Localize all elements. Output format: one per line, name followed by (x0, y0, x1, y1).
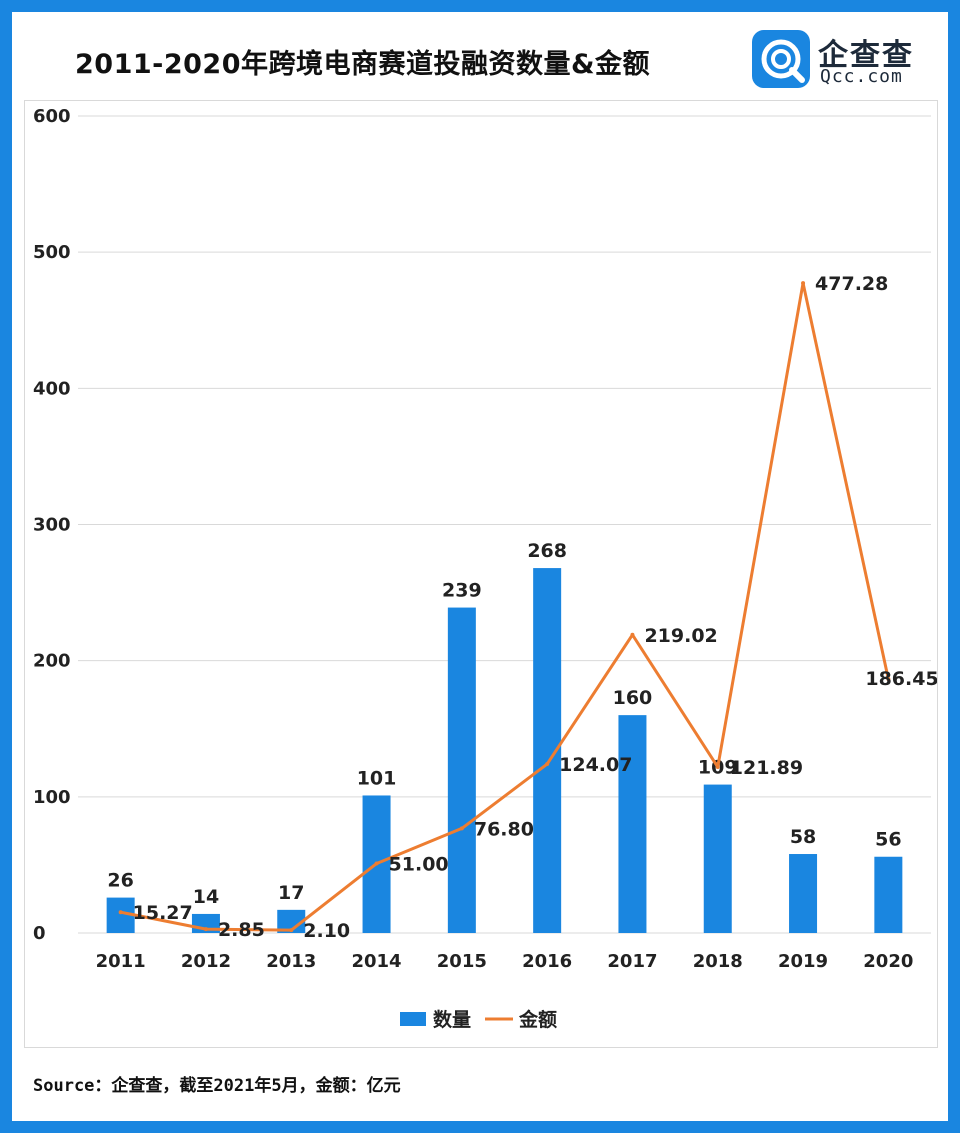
x-tick-label: 2018 (693, 951, 743, 972)
amount-value-label: 15.27 (133, 902, 193, 924)
amount-point-2015 (459, 826, 464, 831)
amount-value-label: 2.10 (303, 920, 350, 942)
bar-2018 (703, 784, 732, 933)
amount-value-label: 124.07 (559, 754, 632, 776)
bar-2019 (789, 854, 818, 933)
bar-2015 (447, 607, 476, 933)
amount-point-2018 (715, 765, 720, 770)
chart-area: 0 100 200 300 400 500 600 26 14 17 101 239 268 160 109… (24, 100, 938, 1048)
source-note: Source：企查查，截至2021年5月，金额：亿元 (33, 1076, 401, 1096)
brand-logo: 企查查 Qcc.com (752, 28, 932, 92)
chart-frame (12, 12, 948, 1121)
amount-point-2013 (289, 928, 294, 933)
amount-value-label: 477.28 (815, 273, 888, 295)
amount-value-label: 219.02 (644, 625, 717, 647)
amount-point-2019 (801, 281, 806, 286)
bar-value-label: 17 (278, 882, 304, 904)
y-tick-label: 600 (33, 106, 71, 127)
amount-line (120, 281, 890, 932)
y-tick-label: 300 (33, 515, 71, 536)
bar-value-label: 239 (442, 580, 482, 602)
legend-label-count: 数量 (433, 1008, 471, 1031)
x-tick-label: 2011 (96, 951, 146, 972)
bar-2013 (277, 909, 306, 933)
legend-label-amount: 金额 (518, 1008, 557, 1031)
amount-point-2011 (118, 910, 123, 915)
bar-value-label: 101 (357, 767, 397, 789)
x-tick-label: 2016 (522, 951, 572, 972)
x-tick-label: 2017 (607, 951, 657, 972)
y-tick-label: 400 (33, 378, 71, 399)
chart-title: 2011-2020年跨境电商赛道投融资数量&金额 (75, 49, 651, 80)
bar-2020 (874, 856, 903, 933)
bar-value-label: 160 (613, 687, 653, 709)
bar-value-label: 26 (107, 870, 133, 892)
x-tick-label: 2020 (863, 951, 913, 972)
legend-bar-swatch (400, 1012, 426, 1026)
x-tick-label: 2014 (351, 951, 401, 972)
amount-value-label: 186.45 (865, 668, 937, 690)
qcc-logo-icon (752, 30, 810, 88)
y-tick-label: 500 (33, 242, 71, 263)
x-tick-label: 2015 (437, 951, 487, 972)
amount-value-label: 2.85 (218, 919, 265, 941)
logo-url: Qcc.com (820, 66, 903, 87)
bar-value-label: 268 (527, 540, 567, 562)
x-tick-label: 2019 (778, 951, 828, 972)
y-tick-label: 200 (33, 651, 71, 672)
x-tick-label: 2013 (266, 951, 316, 972)
y-tick-label: 0 (33, 923, 46, 944)
amount-value-label: 51.00 (389, 854, 449, 876)
amount-value-label: 76.80 (474, 818, 534, 840)
amount-point-2020 (886, 677, 891, 682)
bar-value-label: 14 (193, 886, 219, 908)
amount-value-label: 121.89 (730, 757, 803, 779)
y-tick-label: 100 (33, 787, 71, 808)
bar-value-label: 58 (790, 826, 816, 848)
amount-point-2012 (203, 927, 208, 932)
amount-point-2014 (374, 861, 379, 866)
x-tick-label: 2012 (181, 951, 231, 972)
logo-name: 企查查 (818, 38, 914, 73)
bar-2017 (618, 715, 647, 933)
bar-value-label: 56 (875, 829, 901, 851)
amount-point-2017 (630, 632, 635, 637)
amount-point-2016 (545, 762, 550, 767)
